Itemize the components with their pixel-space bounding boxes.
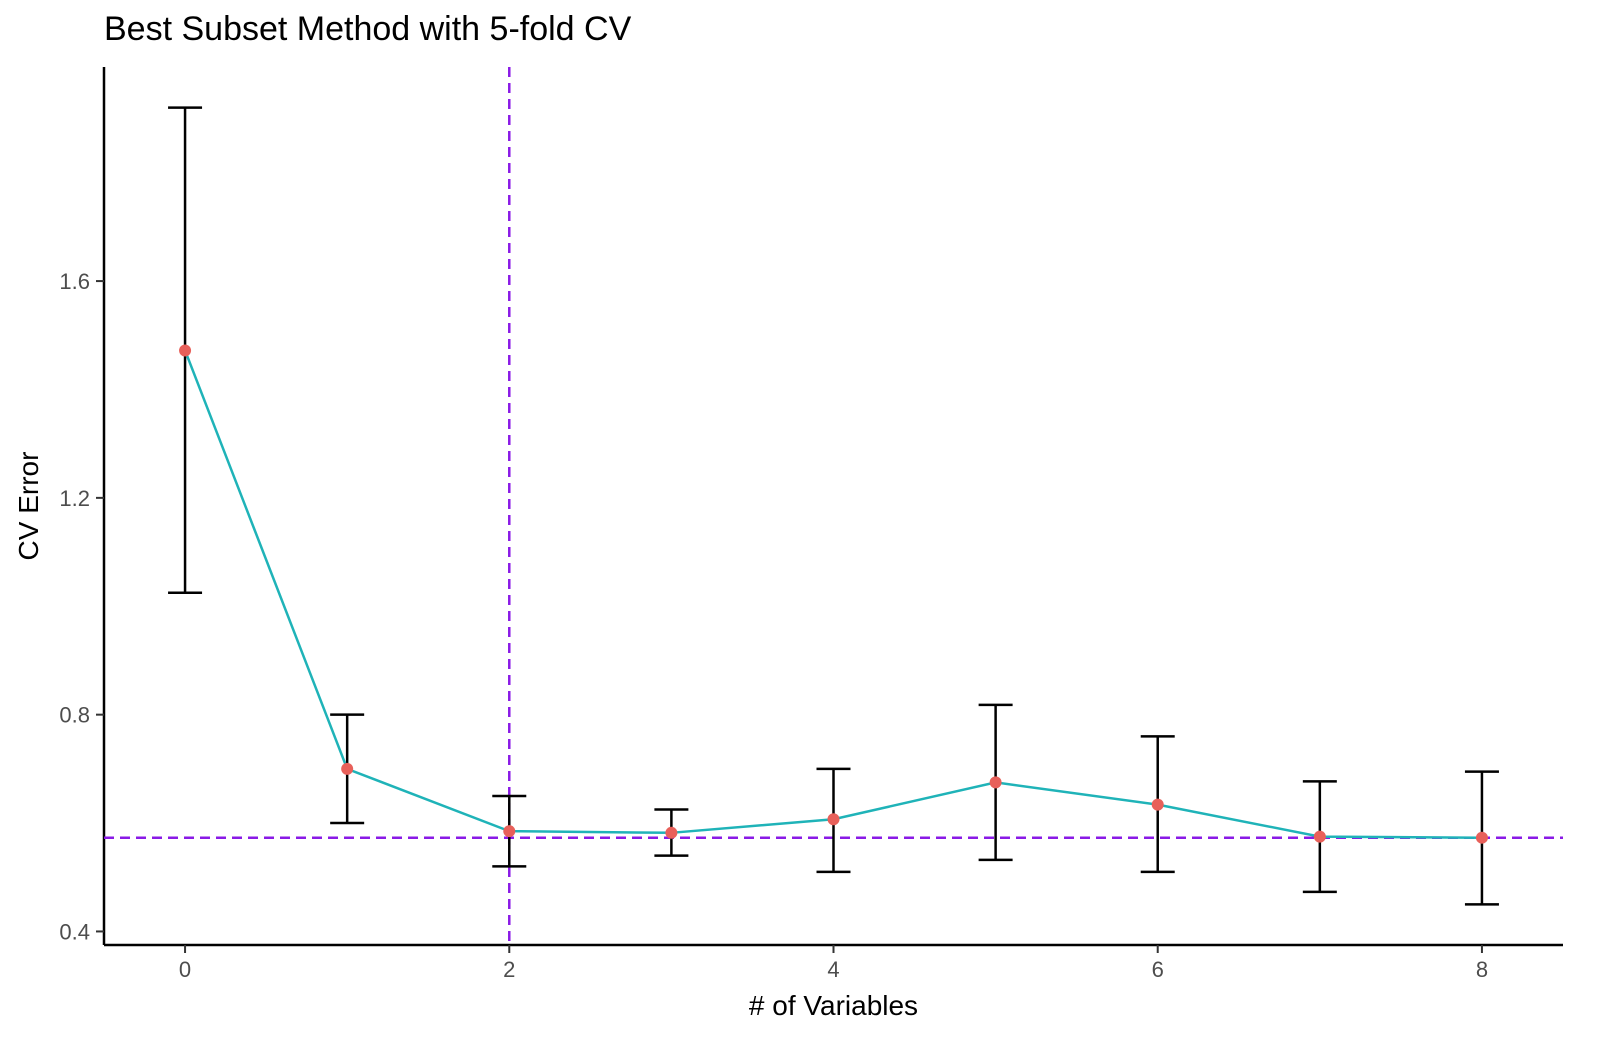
x-axis-ticks: 0 2 4 6 8: [179, 945, 1488, 982]
data-point: [503, 825, 516, 838]
error-bars: [168, 106, 1499, 906]
chart-title: Best Subset Method with 5-fold CV: [104, 10, 632, 48]
series-line: [183, 350, 1482, 839]
x-axis-title: # of Variables: [749, 990, 918, 1021]
x-tick-label: 2: [503, 957, 515, 982]
y-tick-label: 1.2: [59, 486, 90, 511]
data-point: [665, 826, 678, 839]
y-tick-label: 0.4: [59, 919, 90, 944]
x-tick-label: 8: [1476, 957, 1488, 982]
y-tick-label: 1.6: [59, 269, 90, 294]
data-point: [1313, 830, 1326, 843]
data-point: [341, 762, 354, 775]
data-point: [1475, 831, 1488, 844]
data-point: [179, 344, 192, 357]
y-axis-title: CV Error: [13, 452, 44, 561]
x-tick-label: 4: [827, 957, 839, 982]
x-tick-label: 6: [1152, 957, 1164, 982]
data-point: [989, 776, 1002, 789]
data-point: [1151, 798, 1164, 811]
y-tick-label: 0.8: [59, 703, 90, 728]
y-axis-ticks: 0.4 0.8 1.2 1.6: [59, 269, 104, 944]
data-point: [827, 813, 840, 826]
x-tick-label: 0: [179, 957, 191, 982]
data-points: [179, 344, 1488, 844]
